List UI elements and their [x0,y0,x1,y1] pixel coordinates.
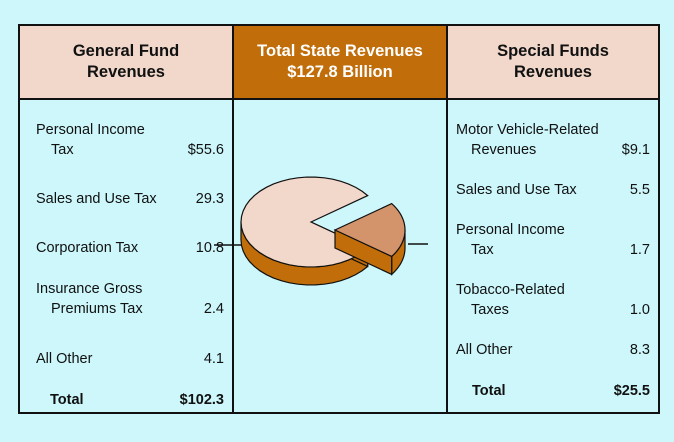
row-value: 2.4 [203,301,224,317]
row-label: Sales and Use Tax [36,191,157,207]
total-revenues-header-line2: $127.8 Billion [287,63,393,81]
total-value: $102.3 [179,392,224,408]
row-value: 10.8 [195,240,224,256]
row-label: Corporation Tax [36,240,139,256]
general-fund-row: Insurance Gross Premiums Tax 2.4 [36,279,224,319]
row-label: Tobacco-Related Taxes [456,280,565,320]
general-fund-header: General Fund Revenues [20,26,232,100]
row-label-line2: Taxes [471,302,509,318]
row-label: All Other [456,342,513,358]
special-funds-header: Special Funds Revenues [448,26,658,100]
row-label-line1: Personal Income [456,222,565,238]
general-fund-row: Corporation Tax 10.8 [36,238,224,258]
total-label: Total [472,383,506,399]
row-value: $55.6 [187,142,224,158]
column-divider [232,26,234,412]
row-label-line1: Personal Income [36,122,145,138]
row-value: 5.5 [629,182,650,198]
row-label: Motor Vehicle-Related Revenues [456,120,599,160]
row-label-line2: Premiums Tax [51,301,143,317]
row-label-line2: Revenues [471,142,537,158]
row-value: 8.3 [629,342,650,358]
general-fund-header-line2: Revenues [87,63,165,81]
row-label: Insurance Gross Premiums Tax [36,279,143,319]
total-value: $25.5 [613,383,650,399]
pie-slice-special-funds-top [333,202,406,258]
row-label: Personal Income Tax [456,220,565,260]
row-label: All Other [36,351,93,367]
pie-slice-special-funds [333,202,406,276]
total-revenues-header-line1: Total State Revenues [257,42,423,60]
special-funds-row: Personal Income Tax 1.7 [456,220,650,260]
total-revenues-header: Total State Revenues $127.8 Billion [234,26,446,100]
special-funds-total-row: Total $25.5 [472,381,650,401]
general-fund-total-row: Total $102.3 [50,390,224,410]
row-label-line2: Tax [51,142,74,158]
row-value: 1.0 [629,302,650,318]
total-label: Total [50,392,84,408]
row-value: $9.1 [621,142,650,158]
special-funds-header-line1: Special Funds [497,42,609,60]
row-value: 4.1 [203,351,224,367]
special-funds-row: All Other 8.3 [456,340,650,360]
row-label-line1: Motor Vehicle-Related [456,122,599,138]
special-funds-row: Motor Vehicle-Related Revenues $9.1 [456,120,650,160]
column-divider [446,26,448,412]
general-fund-row: Personal Income Tax $55.6 [36,120,224,160]
row-label-line2: Tax [471,242,494,258]
row-label: Sales and Use Tax [456,182,577,198]
general-fund-header-line1: General Fund [72,42,180,60]
special-funds-header-line2: Revenues [514,63,592,81]
row-value: 29.3 [195,191,224,207]
row-value: 1.7 [629,242,650,258]
special-funds-row: Sales and Use Tax 5.5 [456,180,650,200]
general-fund-row: Sales and Use Tax 29.3 [36,189,224,209]
row-label-line1: Tobacco-Related [456,282,565,298]
revenue-pie-chart [214,176,428,286]
row-label: Personal Income Tax [36,120,145,160]
general-fund-row: All Other 4.1 [36,349,224,369]
revenue-table: General Fund Revenues Total State Revenue… [18,24,660,414]
special-funds-row: Tobacco-Related Taxes 1.0 [456,280,650,320]
row-label-line1: Insurance Gross [36,281,143,297]
